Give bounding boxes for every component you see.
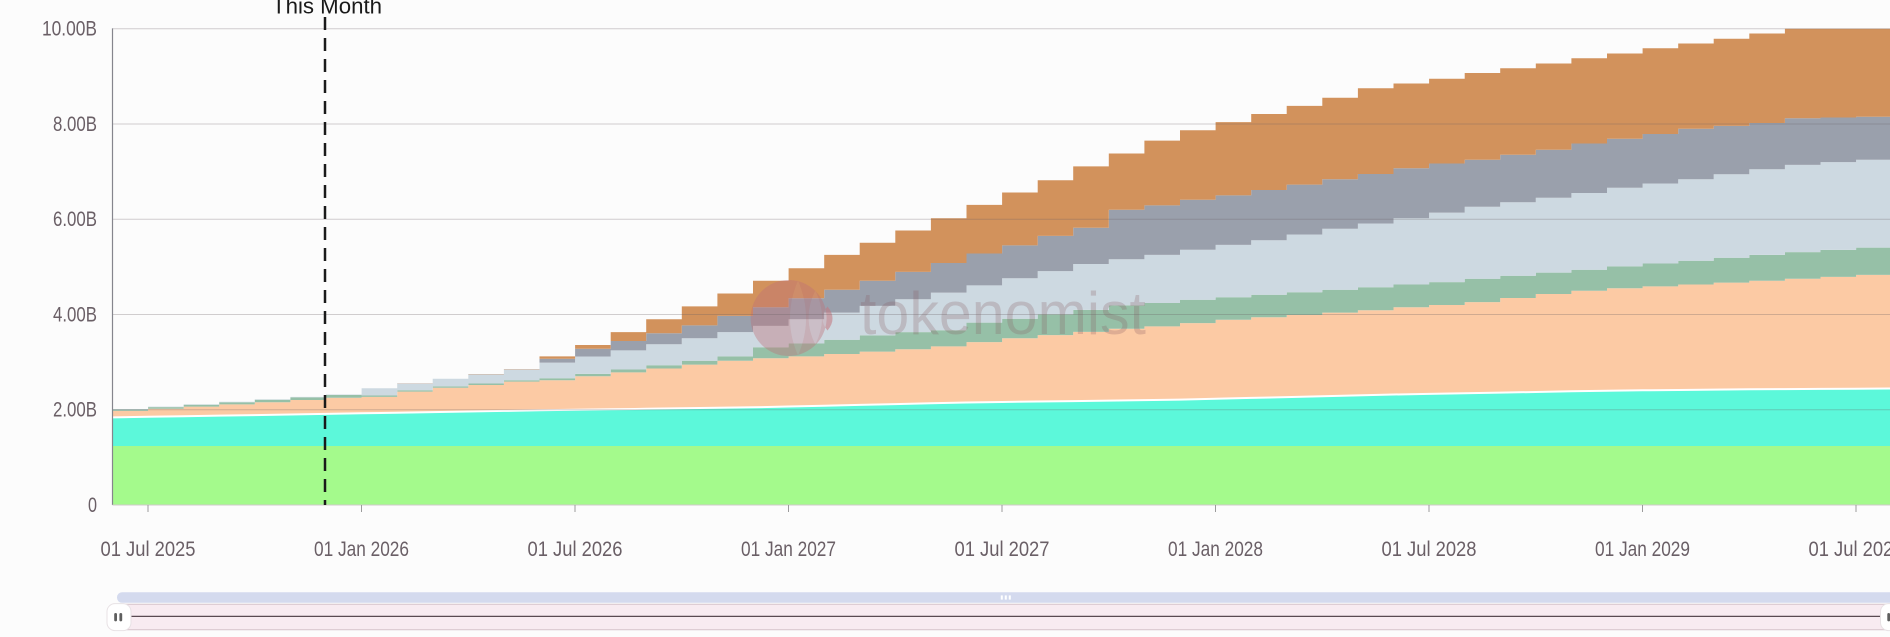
svg-text:6.00B: 6.00B (53, 208, 97, 231)
svg-text:0: 0 (88, 494, 97, 517)
svg-text:8.00B: 8.00B (53, 113, 97, 136)
svg-text:4.00B: 4.00B (53, 304, 97, 327)
svg-text:01 Jan 2028: 01 Jan 2028 (1168, 538, 1263, 561)
svg-text:01 Jul 2029: 01 Jul 2029 (1809, 538, 1890, 561)
svg-text:tokenomist: tokenomist (860, 280, 1146, 347)
svg-text:10.00B: 10.00B (42, 18, 97, 41)
svg-text:01 Jan 2029: 01 Jan 2029 (1595, 538, 1690, 561)
svg-text:01 Jul 2027: 01 Jul 2027 (955, 538, 1050, 561)
svg-text:01 Jul 2028: 01 Jul 2028 (1382, 538, 1477, 561)
svg-text:2.00B: 2.00B (53, 399, 97, 422)
svg-text:01 Jul 2026: 01 Jul 2026 (528, 538, 623, 561)
svg-text:01 Jan 2026: 01 Jan 2026 (314, 538, 409, 561)
svg-text:This Month: This Month (272, 0, 382, 19)
svg-text:01 Jan 2027: 01 Jan 2027 (741, 538, 836, 561)
svg-text:01 Jul 2025: 01 Jul 2025 (101, 538, 196, 561)
